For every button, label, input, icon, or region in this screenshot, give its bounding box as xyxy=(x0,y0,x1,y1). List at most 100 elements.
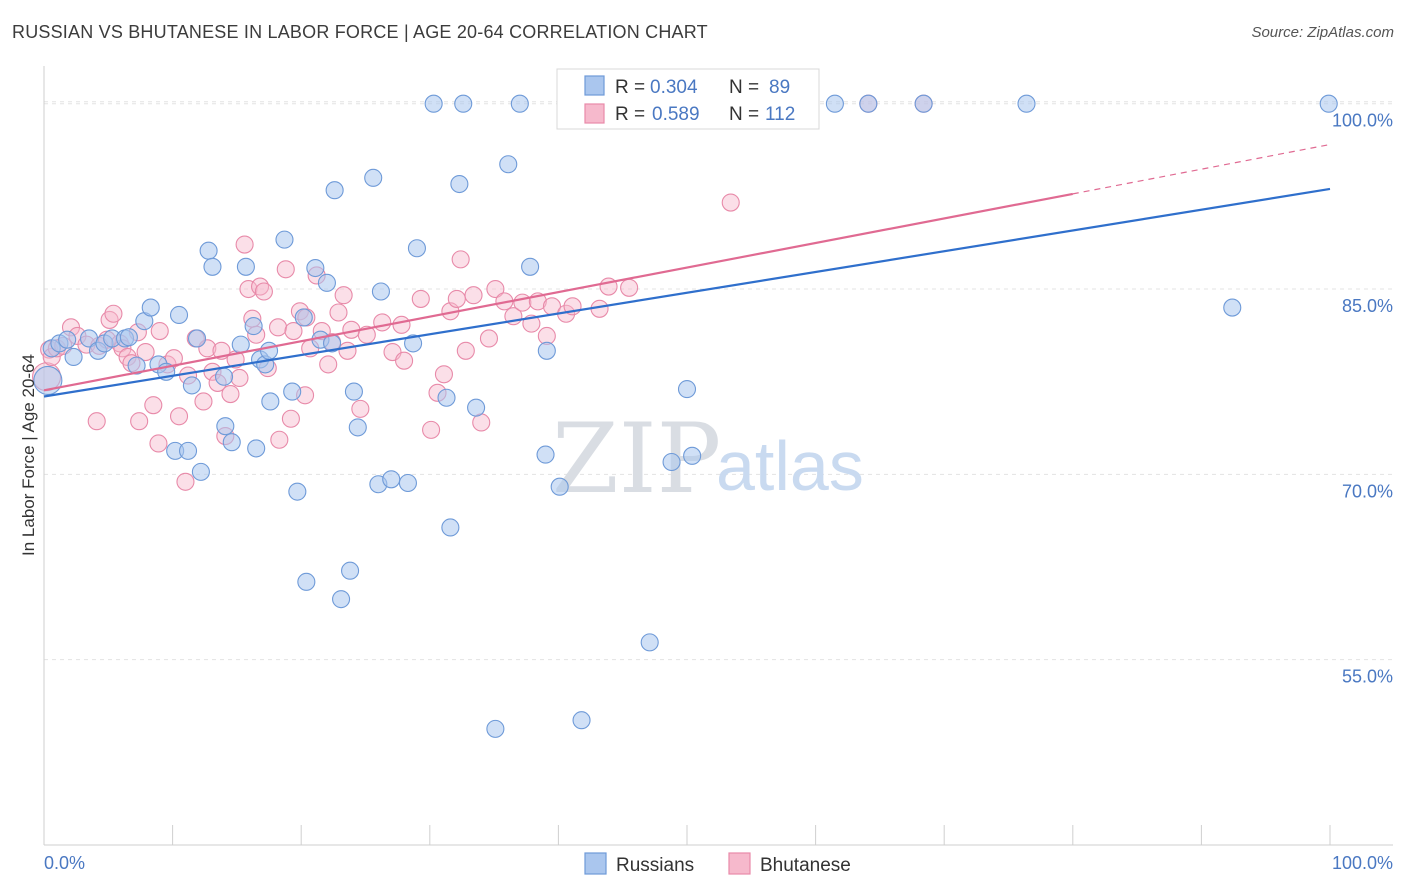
legend-n-value-bhutanese: 112 xyxy=(765,104,795,125)
bhutanese-point xyxy=(221,384,240,404)
russians-point xyxy=(141,298,160,317)
bhutanese-point xyxy=(392,315,411,334)
russians-point xyxy=(398,473,417,493)
russians-point xyxy=(550,477,569,496)
russians-point xyxy=(332,590,351,609)
bhutanese-point xyxy=(513,293,532,312)
russians-point xyxy=(1319,94,1338,113)
legend-n-label-bhutanese: N = xyxy=(729,104,759,125)
russians-point xyxy=(317,273,336,292)
russians-point xyxy=(572,711,591,730)
axes xyxy=(43,66,1393,846)
russians-point xyxy=(169,305,189,325)
russians-point xyxy=(441,518,460,537)
legend-r-value-bhutanese: 0.589 xyxy=(652,104,700,125)
russians-point xyxy=(486,719,505,738)
bhutanese-point xyxy=(254,282,273,301)
bhutanese-point xyxy=(479,329,499,348)
russians-point xyxy=(64,347,83,367)
legend-r-label-bhutanese: R = xyxy=(615,104,645,125)
russians-point xyxy=(297,572,316,591)
russians-point xyxy=(119,328,138,347)
russians-trend-line xyxy=(43,187,1331,398)
legend-swatch-bhutanese xyxy=(584,103,605,124)
legend-r-label-russians: R = xyxy=(615,77,645,98)
russians-point xyxy=(348,418,367,437)
bhutanese-point xyxy=(270,430,289,449)
russians-point xyxy=(499,155,518,174)
russians-point xyxy=(203,257,222,276)
bhutanese-point xyxy=(87,412,106,431)
bhutanese-trend-line xyxy=(43,192,1074,392)
bhutanese-point xyxy=(373,313,392,332)
russians-point xyxy=(199,241,218,260)
bhutanese-point xyxy=(239,279,258,299)
bhutanese-point xyxy=(434,365,453,384)
russians-point xyxy=(261,392,280,411)
bhutanese-point xyxy=(235,235,254,254)
russians-point xyxy=(437,388,456,407)
russians-point xyxy=(182,376,201,395)
bhutanese-point xyxy=(169,407,189,426)
bhutanese-point xyxy=(144,396,163,415)
y-tick-label: 70.0% xyxy=(1342,481,1393,501)
bottom-legend-swatch-russians xyxy=(584,852,607,875)
russians-point xyxy=(1017,94,1036,113)
russians-point xyxy=(1223,298,1242,317)
bhutanese-point xyxy=(422,420,441,439)
russians-point xyxy=(294,308,313,327)
russians-point xyxy=(283,382,302,401)
russians-point xyxy=(127,356,146,375)
russians-point xyxy=(306,258,325,278)
bhutanese-point xyxy=(329,303,348,322)
russians-point xyxy=(288,482,307,501)
bhutanese-point xyxy=(319,355,338,374)
russians-point xyxy=(371,282,390,301)
russians-point xyxy=(677,380,697,399)
bhutanese-point xyxy=(411,289,430,308)
bhutanese-point xyxy=(464,286,483,305)
bhutanese-point xyxy=(276,260,295,279)
russians-point xyxy=(325,181,344,200)
legend-swatch-russians xyxy=(584,75,605,96)
series-legend: Russians Bhutanese xyxy=(584,852,851,876)
russians-point xyxy=(191,462,210,481)
russians-point xyxy=(537,341,556,360)
y-tick-labels: 55.0% 70.0% 85.0% 100.0% xyxy=(1332,111,1393,687)
watermark: ZIP atlas xyxy=(552,403,864,515)
stats-legend: R = 0.304 N = 89 R = 0.589 N = 112 xyxy=(556,68,820,130)
russians-point xyxy=(510,94,529,113)
russians-point xyxy=(58,330,77,349)
russians-point xyxy=(859,94,878,113)
bhutanese-point xyxy=(395,351,414,370)
russians-point xyxy=(214,367,234,386)
bhutanese-point xyxy=(150,321,169,341)
bhutanese-point xyxy=(281,409,300,428)
russians-point xyxy=(825,94,844,113)
russians-point xyxy=(382,470,401,489)
bhutanese-point xyxy=(104,304,123,323)
russians-point xyxy=(344,382,363,401)
x-tick-labels: 0.0% 100.0% xyxy=(44,853,1393,873)
russians-point xyxy=(178,441,198,460)
russians-point xyxy=(467,398,486,417)
chart-title: RUSSIAN VS BHUTANESE IN LABOR FORCE | AG… xyxy=(12,22,708,42)
russians-point xyxy=(914,94,933,113)
legend-n-value-russians: 89 xyxy=(769,77,790,98)
russians-point xyxy=(216,417,235,436)
y-tick-label: 100.0% xyxy=(1332,111,1393,131)
y-tick-label: 55.0% xyxy=(1342,667,1393,687)
bhutanese-point xyxy=(447,289,466,308)
bhutanese-point xyxy=(176,472,195,491)
russians-point xyxy=(683,446,702,465)
bhutanese-point xyxy=(338,341,357,360)
russians-point xyxy=(450,174,469,194)
bhutanese-point xyxy=(149,434,168,453)
russians-point xyxy=(247,439,266,458)
x-tick-label-min: 0.0% xyxy=(44,853,85,873)
source-label: Source: ZipAtlas.com xyxy=(1251,24,1394,41)
y-tick-label: 85.0% xyxy=(1342,296,1393,316)
bhutanese-point xyxy=(451,250,470,269)
russians-point xyxy=(424,94,443,113)
